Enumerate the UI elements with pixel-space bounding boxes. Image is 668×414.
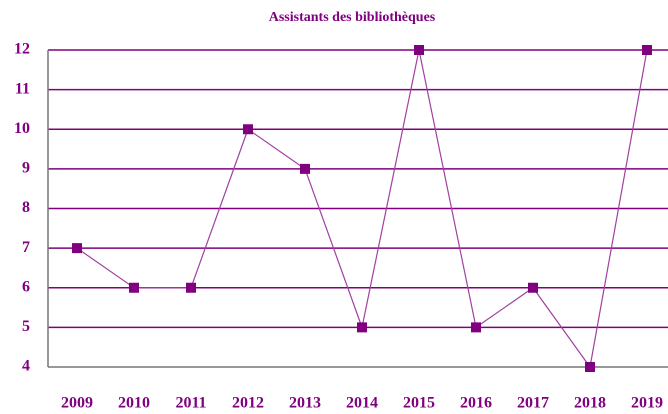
y-tick-label: 8 bbox=[22, 199, 30, 216]
chart-title: Assistants des bibliothèques bbox=[269, 10, 436, 25]
marker bbox=[528, 282, 538, 293]
marker bbox=[72, 243, 82, 254]
y-tick-label: 7 bbox=[22, 239, 30, 256]
x-tick-label: 2011 bbox=[175, 395, 206, 412]
y-tick-label: 12 bbox=[14, 41, 30, 58]
x-tick-label: 2018 bbox=[574, 395, 606, 412]
y-tick-label: 6 bbox=[22, 278, 30, 295]
x-tick-label: 2013 bbox=[289, 395, 321, 412]
marker bbox=[585, 362, 595, 372]
y-tick-label: 11 bbox=[15, 80, 30, 97]
y-tick-label: 5 bbox=[22, 318, 30, 335]
marker bbox=[357, 322, 367, 333]
x-tick-label: 2019 bbox=[631, 395, 663, 412]
marker bbox=[186, 282, 196, 293]
x-tick-label: 2017 bbox=[517, 395, 549, 412]
marker bbox=[642, 45, 652, 55]
marker bbox=[471, 322, 481, 333]
y-tick-label: 4 bbox=[22, 358, 30, 375]
x-tick-label: 2010 bbox=[118, 395, 150, 412]
x-tick-label: 2016 bbox=[460, 395, 492, 412]
x-tick-label: 2012 bbox=[232, 395, 264, 412]
marker bbox=[243, 124, 253, 135]
x-tick-label: 2009 bbox=[61, 395, 93, 412]
marker bbox=[414, 45, 424, 55]
marker bbox=[129, 282, 139, 293]
y-tick-label: 10 bbox=[14, 120, 30, 137]
y-tick-label: 9 bbox=[22, 160, 30, 177]
x-tick-label: 2014 bbox=[346, 395, 378, 412]
marker bbox=[300, 163, 310, 174]
x-tick-label: 2015 bbox=[403, 395, 435, 412]
